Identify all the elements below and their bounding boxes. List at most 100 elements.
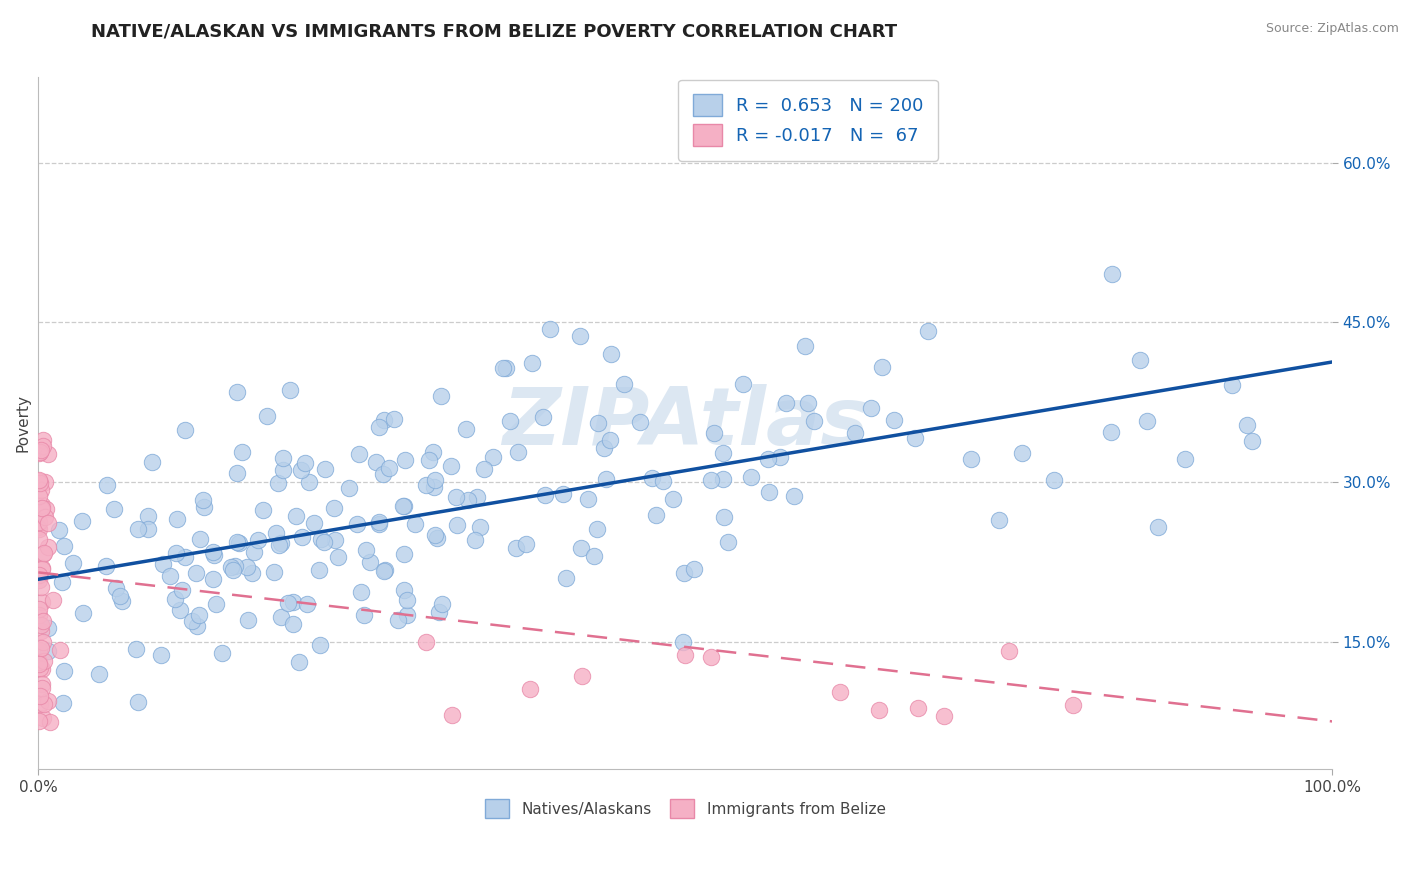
Point: [96, 559, 118, 574]
Point: [28, 698, 51, 712]
Point: [141, 455, 163, 469]
Point: [32, 697, 55, 711]
Point: [32, 711, 55, 725]
Point: [713, 510, 735, 524]
Point: [211, 646, 233, 660]
Point: [628, 415, 651, 429]
Point: [302, 516, 325, 531]
Point: [108, 589, 131, 603]
Point: [1062, 698, 1084, 712]
Point: [270, 536, 292, 550]
Point: [104, 581, 127, 595]
Point: [30, 641, 52, 656]
Point: [652, 474, 675, 488]
Point: [270, 610, 292, 624]
Point: [576, 492, 599, 507]
Point: [186, 619, 208, 633]
Point: [62, 556, 84, 570]
Point: [555, 570, 578, 584]
Point: [582, 549, 605, 564]
Point: [127, 695, 149, 709]
Point: [247, 533, 270, 547]
Point: [538, 322, 561, 336]
Point: [349, 447, 371, 461]
Point: [422, 445, 444, 459]
Point: [515, 536, 537, 550]
Point: [323, 533, 346, 548]
Point: [291, 530, 314, 544]
Point: [364, 455, 387, 469]
Point: [505, 541, 527, 556]
Point: [392, 499, 415, 513]
Point: [440, 459, 463, 474]
Point: [395, 608, 418, 623]
Point: [193, 500, 215, 514]
Point: [236, 613, 259, 627]
Point: [793, 339, 815, 353]
Point: [717, 535, 740, 549]
Point: [236, 560, 259, 574]
Point: [159, 569, 181, 583]
Point: [103, 502, 125, 516]
Point: [756, 451, 779, 466]
Point: [240, 566, 263, 580]
Point: [314, 462, 336, 476]
Point: [1136, 414, 1159, 428]
Point: [415, 477, 437, 491]
Point: [278, 383, 301, 397]
Point: [53, 664, 76, 678]
Point: [127, 522, 149, 536]
Point: [290, 463, 312, 477]
Point: [309, 533, 332, 547]
Point: [309, 638, 332, 652]
Point: [38, 715, 60, 730]
Point: [427, 605, 450, 619]
Point: [163, 592, 186, 607]
Point: [201, 545, 224, 559]
Point: [49, 643, 72, 657]
Point: [28, 573, 51, 587]
Point: [191, 493, 214, 508]
Point: [441, 707, 464, 722]
Point: [222, 563, 245, 577]
Point: [37, 621, 59, 635]
Point: [174, 550, 197, 565]
Point: [28, 689, 51, 703]
Point: [30, 483, 52, 497]
Point: [31, 681, 53, 695]
Point: [932, 709, 955, 723]
Point: [465, 490, 488, 504]
Point: [111, 594, 134, 608]
Point: [31, 595, 53, 609]
Point: [353, 607, 375, 622]
Point: [531, 410, 554, 425]
Point: [96, 478, 118, 492]
Point: [368, 516, 391, 531]
Point: [373, 467, 395, 481]
Point: [31, 560, 53, 574]
Point: [740, 470, 762, 484]
Point: [368, 420, 391, 434]
Point: [373, 564, 395, 578]
Point: [28, 714, 51, 728]
Point: [468, 520, 491, 534]
Point: [28, 475, 51, 490]
Point: [1174, 451, 1197, 466]
Point: [868, 703, 890, 717]
Point: [226, 384, 249, 399]
Point: [32, 654, 55, 668]
Point: [136, 522, 159, 536]
Point: [506, 445, 529, 459]
Point: [533, 488, 555, 502]
Point: [392, 499, 415, 513]
Point: [267, 476, 290, 491]
Point: [35, 502, 58, 516]
Point: [219, 559, 242, 574]
Point: [426, 531, 449, 545]
Point: [242, 545, 264, 559]
Point: [700, 649, 723, 664]
Point: [188, 533, 211, 547]
Point: [28, 473, 51, 487]
Point: [187, 607, 209, 622]
Point: [308, 563, 330, 577]
